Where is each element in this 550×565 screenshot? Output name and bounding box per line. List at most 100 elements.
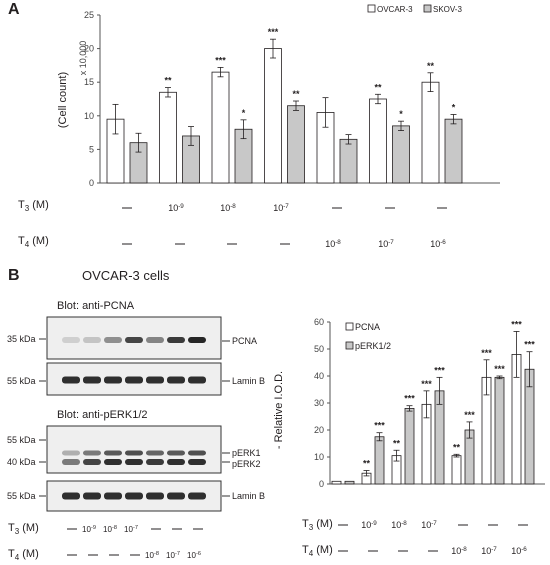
bar-skov3 (444, 118, 463, 184)
bar-ovcar3 (159, 91, 177, 184)
y-tick-label: 10 (314, 452, 324, 462)
t3-value: 10-7 (273, 203, 289, 213)
blot-band (125, 450, 143, 456)
t3-value: 10-7 (421, 520, 437, 530)
chart-b: 0102030405060***************************… (314, 317, 545, 489)
bar-ovcar3 (211, 71, 230, 184)
blot-band (188, 459, 206, 465)
y-tick-label: 15 (84, 77, 94, 87)
treatment-rows-a: 10-9 10-8 10-7 10-8 10-7 10-6 (122, 203, 447, 249)
y-tick-label: 50 (314, 344, 324, 354)
band-label-perk1: pERK1 (232, 448, 261, 458)
y-tick-label: 0 (89, 178, 94, 188)
y-tick-label: 40 (314, 371, 324, 381)
blot-band (83, 459, 101, 465)
pcna-bands (62, 337, 206, 343)
t4-row-label-blot: T4 (M) (8, 548, 39, 562)
legend-label-ovcar3: OVCAR-3 (377, 5, 413, 14)
t4-value: 10-8 (145, 551, 159, 560)
bar-ovcar3 (421, 81, 440, 184)
significance-label: *** (494, 364, 505, 374)
bar-perk12 (344, 480, 355, 485)
mw-perk-top: 55 kDa (7, 435, 36, 445)
significance-label: *** (511, 319, 522, 329)
significance-label: ** (374, 82, 382, 92)
y-tick-label: 20 (84, 44, 94, 54)
chart-a-ylabel: (Cell count) (57, 72, 69, 128)
blot-band (125, 492, 143, 500)
legend-label-skov3: SKOV-3 (433, 5, 462, 14)
y-tick-label: 60 (314, 317, 324, 327)
treatment-rows-blot: 10-9 10-8 10-7 10-8 10-7 10-6 (67, 525, 203, 560)
significance-label: *** (215, 55, 226, 65)
blot-band (104, 459, 122, 465)
bar-ovcar3 (369, 98, 387, 184)
bar-skov3 (392, 125, 410, 184)
blot-band (146, 459, 164, 465)
t4-value: 10-6 (187, 551, 201, 560)
significance-label: *** (404, 394, 415, 404)
significance-label: ** (164, 76, 172, 86)
bar-pcna (331, 480, 342, 485)
significance-label: *** (268, 27, 279, 37)
blot-band (125, 376, 143, 384)
treatment-rows-b: 10-9 10-8 10-7 10-8 10-7 10-6 (338, 520, 528, 556)
blot-band (167, 492, 185, 500)
bar-perk12 (374, 436, 385, 485)
legend-swatch-perk (345, 341, 354, 350)
t3-row-label-blot: T3 (M) (8, 522, 39, 536)
band-label-lamin-2: Lamin B (232, 491, 265, 501)
blot-band (146, 376, 164, 384)
significance-label: ** (453, 442, 461, 452)
y-tick-label: 25 (84, 10, 94, 20)
significance-label: ** (427, 61, 435, 71)
blot-band (188, 376, 206, 384)
mw-perk-bottom: 40 kDa (7, 457, 36, 467)
significance-label: *** (524, 340, 535, 350)
t3-value: 10-8 (103, 525, 117, 534)
blot-band (104, 337, 122, 343)
legend-swatch-ovcar3 (367, 4, 376, 13)
t4-row-label-b: T4 (M) (302, 544, 333, 558)
t4-row-label-a: T4 (M) (18, 235, 49, 249)
blot-band (125, 337, 143, 343)
significance-label: * (242, 108, 246, 118)
significance-label: *** (434, 365, 445, 375)
perk-bands (62, 450, 206, 465)
panel-label-b: B (8, 267, 20, 284)
mw-lamin-2: 55 kDa (7, 491, 36, 501)
blot-perk (46, 425, 222, 474)
t4-value: 10-8 (451, 546, 467, 556)
bar-pcna (451, 455, 462, 485)
panel-label-a: A (8, 1, 20, 18)
blot-band (167, 337, 185, 343)
blot-band (62, 459, 80, 465)
blot-band (167, 459, 185, 465)
mw-pcna: 35 kDa (7, 334, 36, 344)
t4-value: 10-6 (430, 239, 446, 249)
blot2-title: Blot: anti-pERK1/2 (57, 409, 148, 421)
t3-value: 10-8 (391, 520, 407, 530)
significance-label: *** (421, 379, 432, 389)
t3-value: 10-9 (168, 203, 184, 213)
blot-band (83, 450, 101, 456)
bar-ovcar3 (264, 48, 282, 184)
blot-band (167, 450, 185, 456)
blot-band (188, 492, 206, 500)
significance-label: *** (464, 410, 475, 420)
blot-band (62, 376, 80, 384)
t4-value: 10-6 (511, 546, 527, 556)
blot1-title: Blot: anti-PCNA (57, 300, 135, 312)
blot-band (125, 459, 143, 465)
blot-band (104, 492, 122, 500)
t4-value: 10-7 (481, 546, 497, 556)
significance-label: ** (393, 438, 401, 448)
t4-value: 10-7 (378, 239, 394, 249)
t4-value: 10-7 (166, 551, 180, 560)
bar-perk12 (404, 407, 415, 485)
bar-skov3 (287, 105, 305, 184)
blot-band (146, 492, 164, 500)
blot-band (188, 337, 206, 343)
